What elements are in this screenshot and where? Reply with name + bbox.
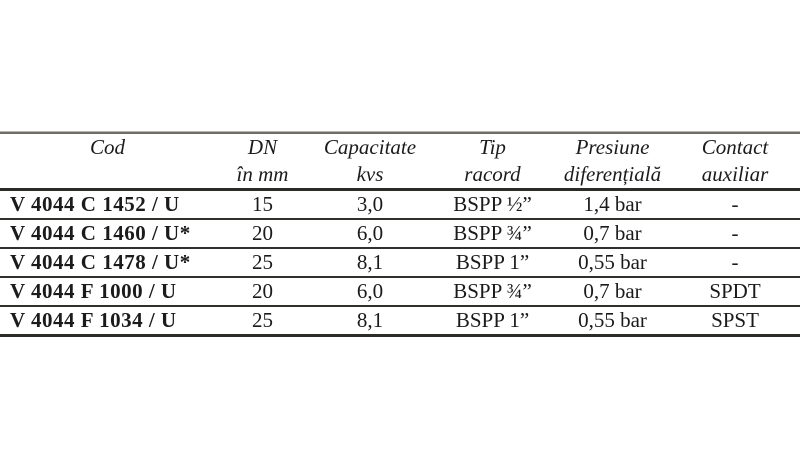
column-header-cod: Cod [0,134,215,188]
column-header-capacitate: Capacitate kvs [310,134,430,188]
header-line2: în mm [236,162,289,186]
header-line1: Cod [89,135,125,159]
column-header-presiune: Presiune diferențială [555,134,670,188]
cell-kvs: 6,0 [356,279,384,303]
table-row: V 4044 F 1000 / U 20 6,0 BSPP ¾” 0,7 bar… [0,278,800,307]
header-line1: DN [247,135,278,159]
cell-racord: BSPP ½” [453,192,532,216]
cell-cod: V 4044 C 1478 / U* [10,250,191,274]
cell-cod: V 4044 F 1000 / U [10,279,177,303]
cell-kvs: 6,0 [356,221,384,245]
cell-contact: SPST [711,308,759,332]
cell-dn: 20 [252,279,273,303]
cell-cod: V 4044 C 1460 / U* [10,221,191,245]
header-line1: Capacitate [323,135,417,159]
column-header-contact: Contact auxiliar [670,134,800,188]
cell-presiune: 0,55 bar [578,308,647,332]
cell-presiune: 1,4 bar [583,192,642,216]
column-header-tip-racord: Tip racord [430,134,555,188]
header-line2: diferențială [563,162,662,186]
cell-contact: SPDT [709,279,761,303]
header-line2: auxiliar [701,162,769,186]
cell-presiune: 0,55 bar [578,250,647,274]
cell-kvs: 8,1 [356,250,384,274]
cell-dn: 25 [252,250,273,274]
cell-kvs: 3,0 [356,192,384,216]
header-line1: Tip [479,135,506,159]
cell-racord: BSPP 1” [455,308,530,332]
table-row: V 4044 C 1452 / U 15 3,0 BSPP ½” 1,4 bar… [0,191,800,220]
cell-racord: BSPP 1” [455,250,530,274]
cell-contact: - [731,250,739,274]
header-line1: Presiune [575,135,650,159]
cell-cod: V 4044 C 1452 / U [10,192,180,216]
cell-kvs: 8,1 [356,308,384,332]
header-line2: kvs [356,162,384,186]
table-row: V 4044 C 1478 / U* 25 8,1 BSPP 1” 0,55 b… [0,249,800,278]
cell-contact: - [731,221,739,245]
table-row: V 4044 F 1034 / U 25 8,1 BSPP 1” 0,55 ba… [0,307,800,337]
cell-presiune: 0,7 bar [583,221,642,245]
cell-dn: 15 [252,192,273,216]
table-row: V 4044 C 1460 / U* 20 6,0 BSPP ¾” 0,7 ba… [0,220,800,249]
cell-racord: BSPP ¾” [453,221,532,245]
cell-cod: V 4044 F 1034 / U [10,308,177,332]
cell-racord: BSPP ¾” [453,279,532,303]
table-header-row: Cod DN în mm Capacitate kvs Tip racord P… [0,134,800,191]
cell-presiune: 0,7 bar [583,279,642,303]
header-line2: racord [464,162,521,186]
column-header-dn: DN în mm [215,134,310,188]
cell-contact: - [731,192,739,216]
cell-dn: 20 [252,221,273,245]
cell-dn: 25 [252,308,273,332]
valve-spec-table: Cod DN în mm Capacitate kvs Tip racord P… [0,132,800,337]
header-line1: Contact [701,135,769,159]
